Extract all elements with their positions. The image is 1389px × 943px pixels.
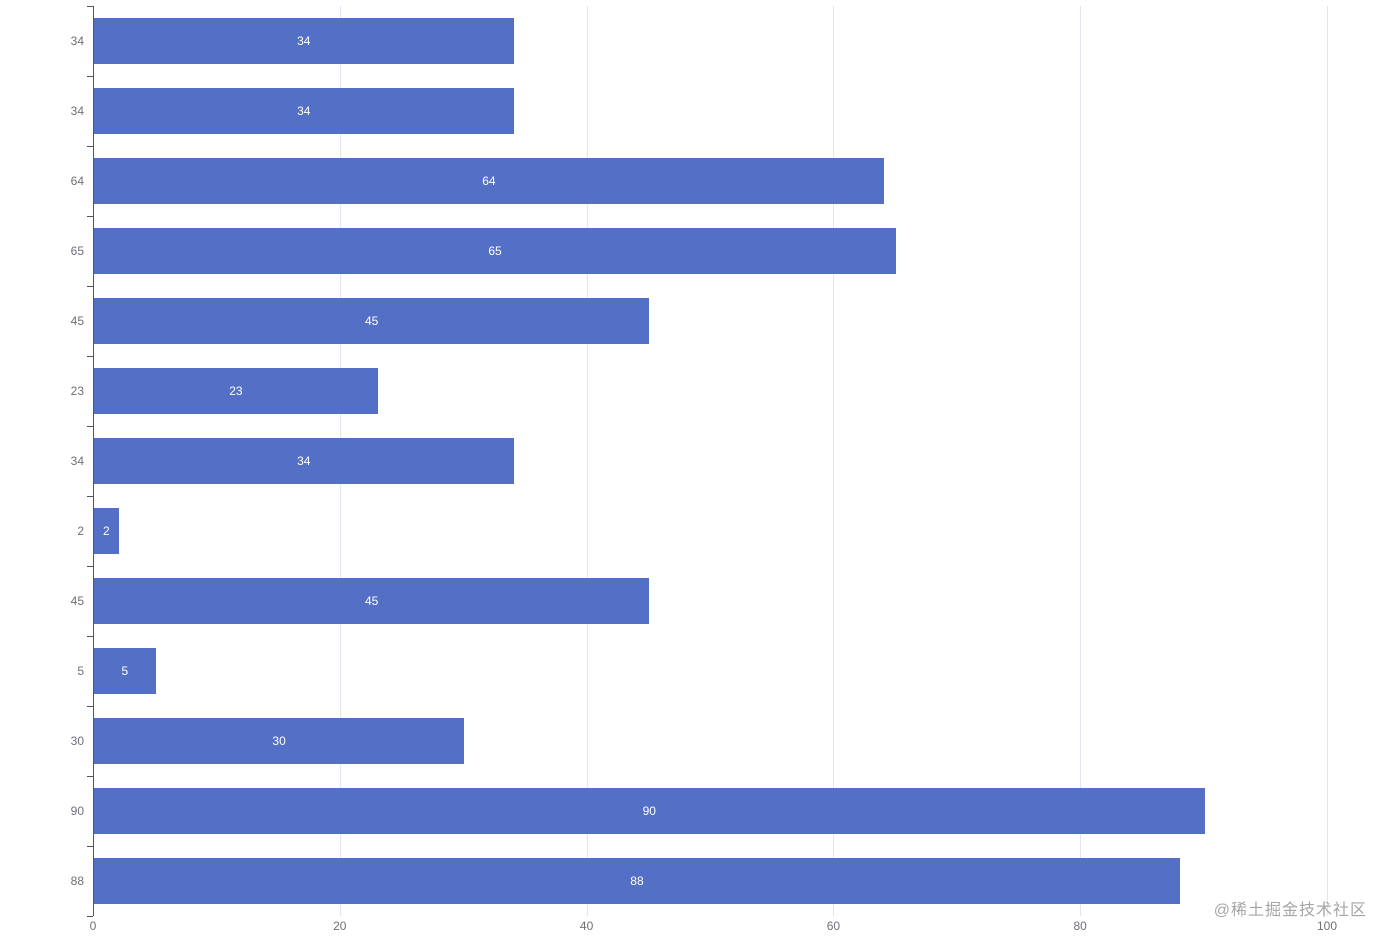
x-axis-tick-label-20: 20 [333,919,347,933]
bar-value-label-4: 45 [364,314,379,328]
bar-value-label-2: 64 [482,174,496,188]
x-axis-tick-label-100: 100 [1316,919,1338,933]
y-axis-category-label-10: 30 [70,734,84,748]
bar-value-label-11: 90 [642,804,656,818]
y-axis-tick-8 [87,566,93,567]
x-axis-tick-label-80: 80 [1073,919,1087,933]
x-axis-tick-label-60: 60 [826,919,841,933]
y-axis-tick-3 [87,216,93,217]
bar-row-5[interactable]: 23 [94,368,378,414]
watermark: @稀土掘金技术社区 [1213,902,1367,919]
y-axis-category-label-1: 34 [70,104,84,118]
y-axis-tick-9 [87,636,93,637]
x-axis-tick-label-0: 0 [89,919,97,933]
bar-row-7[interactable]: 2 [94,508,119,554]
bar-value-label-10: 30 [272,734,286,748]
y-axis-tick-1 [87,76,93,77]
y-axis-tick-12 [87,846,93,847]
bar-value-label-6: 34 [297,454,311,468]
bar-value-label-12: 88 [630,874,644,888]
bar-value-label-9: 5 [121,664,129,678]
bar-value-label-8: 45 [364,594,379,608]
bar-row-11[interactable]: 90 [94,788,1205,834]
bar-row-3[interactable]: 65 [94,228,897,274]
y-axis-tick-11 [87,776,93,777]
bar-value-label-3: 65 [488,244,502,258]
y-axis-tick-6 [87,426,93,427]
y-axis-category-label-4: 45 [70,314,84,328]
y-axis-category-label-6: 34 [70,454,84,468]
bar-row-10[interactable]: 30 [94,718,465,764]
y-axis-tick-2 [87,146,93,147]
y-axis-category-label-7: 2 [77,524,84,538]
y-axis-tick-7 [87,496,93,497]
y-axis-category-label-11: 90 [70,804,84,818]
bar-row-9[interactable]: 5 [94,648,156,694]
y-axis-tick-0 [87,6,93,7]
gridline-x-80 [1080,6,1082,916]
y-axis-category-label-3: 65 [70,244,84,258]
y-axis-line [93,6,94,916]
y-axis-category-label-9: 5 [77,664,84,678]
bar-value-label-0: 34 [297,34,311,48]
bar-row-4[interactable]: 45 [94,298,650,344]
bar-row-8[interactable]: 45 [94,578,650,624]
y-axis-tick-13 [87,916,93,917]
bar-row-12[interactable]: 88 [94,858,1180,904]
y-axis-category-label-0: 34 [70,34,84,48]
gridline-x-40 [586,6,588,916]
y-axis-tick-10 [87,706,93,707]
bar-value-label-7: 2 [102,524,110,538]
bar-row-6[interactable]: 34 [94,438,514,484]
y-axis-category-label-2: 64 [70,174,84,188]
y-axis-category-label-8: 45 [70,594,84,608]
gridline-x-100 [1327,6,1328,916]
bar-row-2[interactable]: 64 [94,158,884,204]
y-axis-category-label-12: 88 [70,874,84,888]
bar-row-0[interactable]: 34 [94,18,514,64]
bar-value-label-1: 34 [297,104,311,118]
y-axis-tick-4 [87,286,93,287]
x-axis-tick-label-40: 40 [579,919,594,933]
gridline-x-60 [833,6,835,916]
y-axis-category-label-5: 23 [70,384,84,398]
bar-row-1[interactable]: 34 [94,88,514,134]
y-axis-tick-5 [87,356,93,357]
bar-value-label-5: 23 [229,384,243,398]
